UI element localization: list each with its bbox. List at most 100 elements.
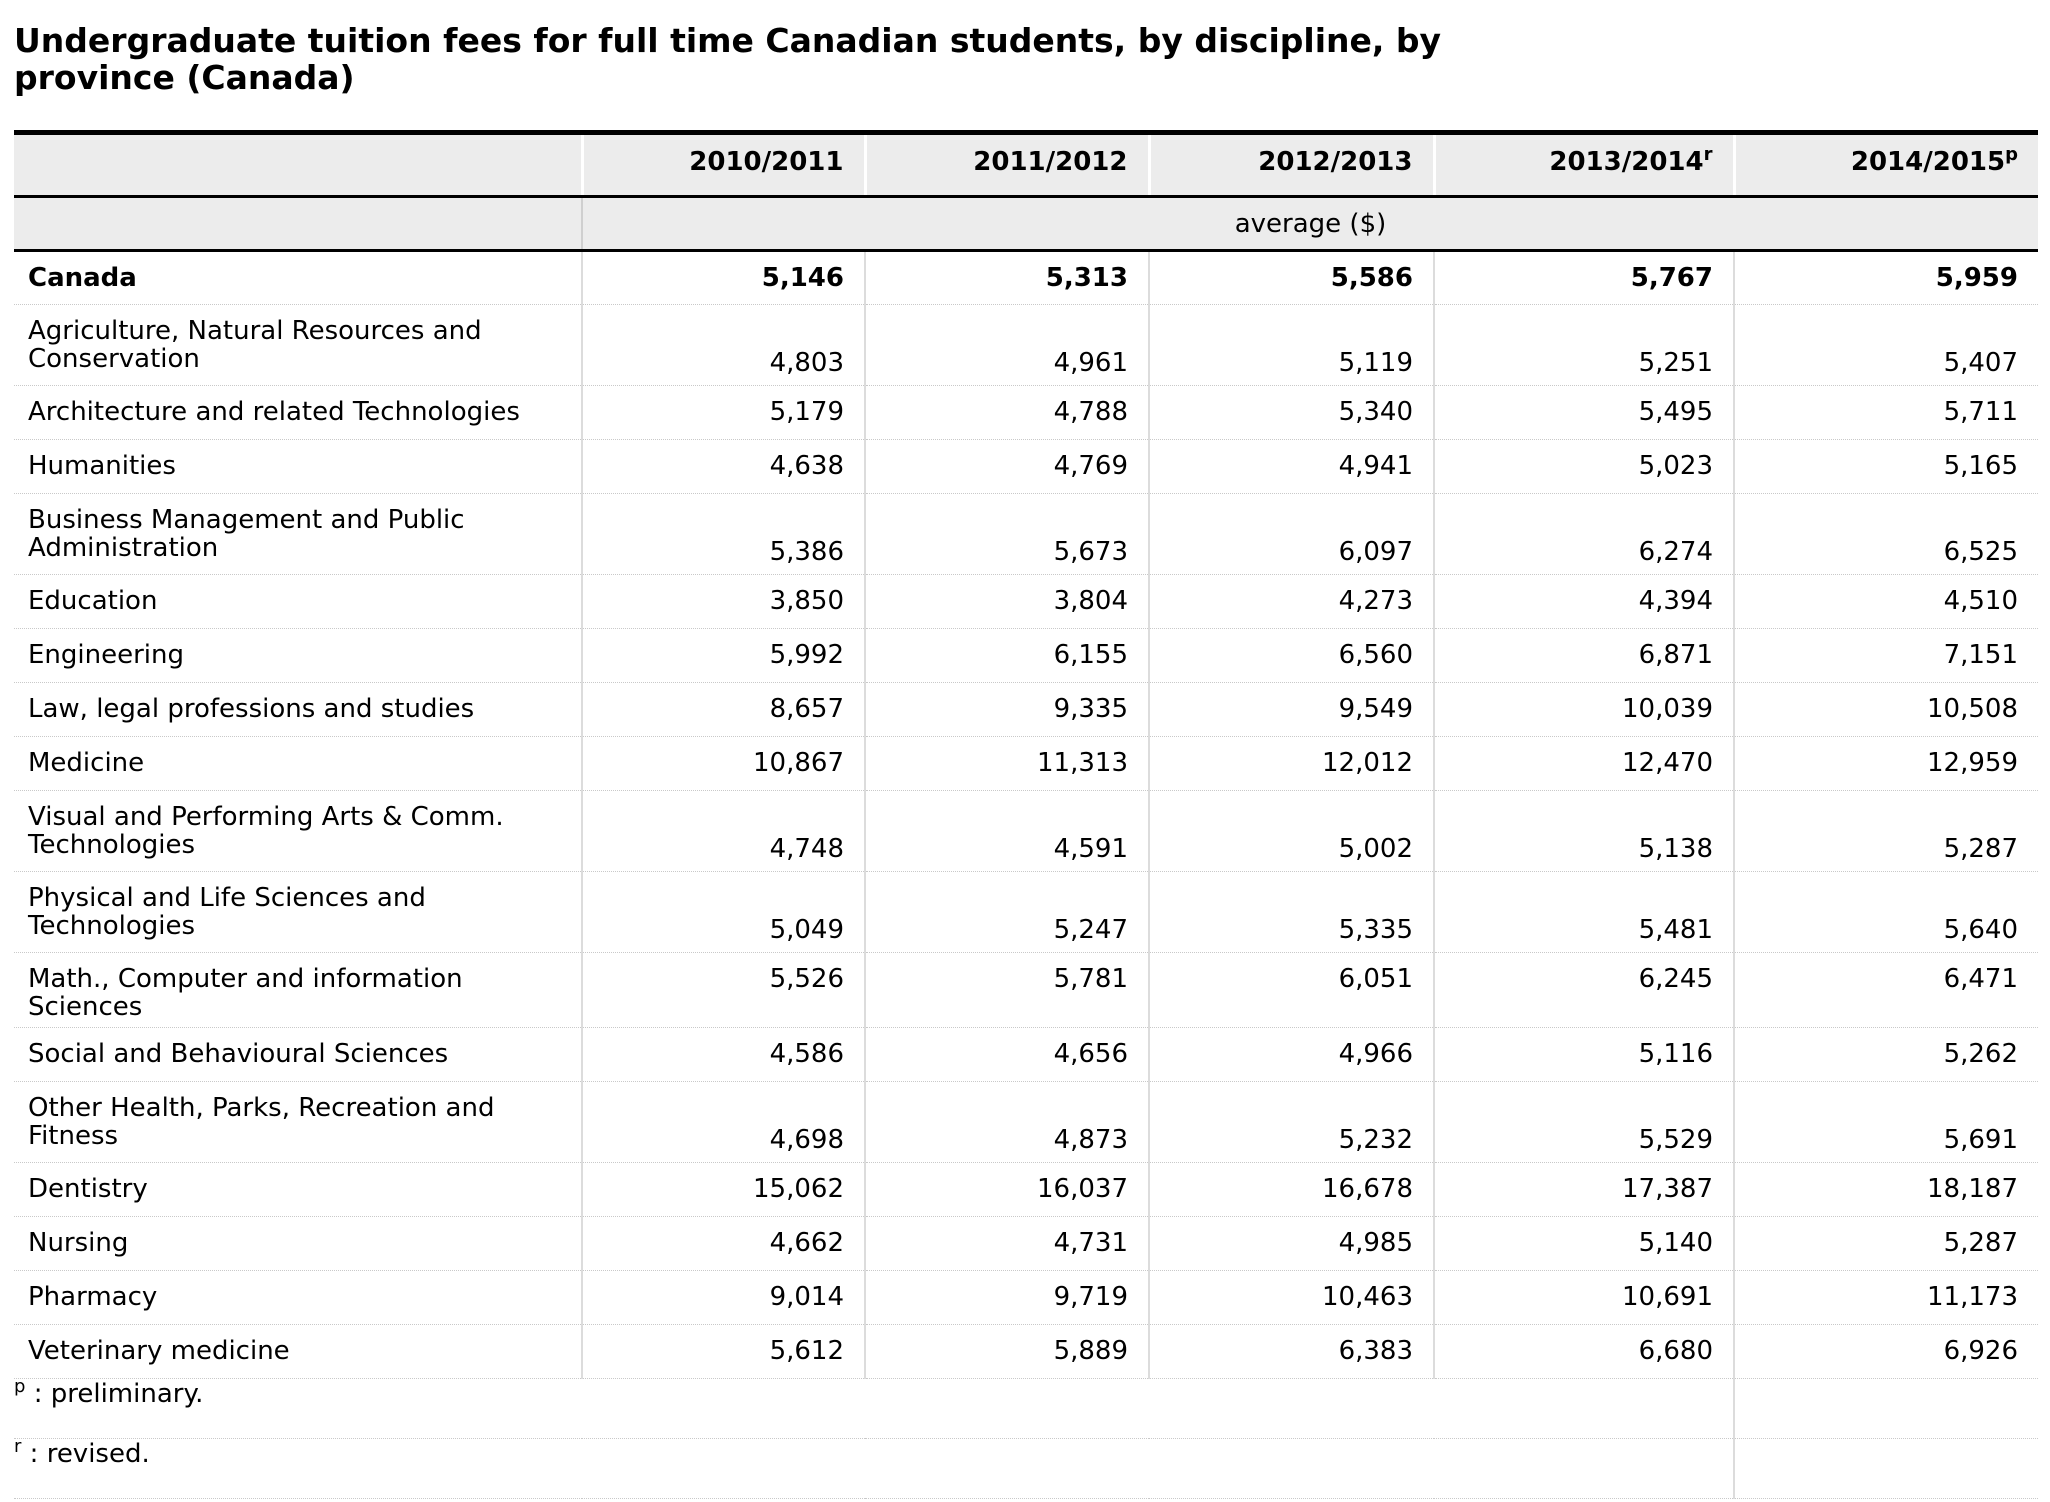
row-label: Visual and Performing Arts & Comm. Techn…: [14, 790, 582, 872]
table-cell: 4,638: [581, 439, 865, 494]
row-label: Other Health, Parks, Recreation and Fitn…: [14, 1081, 582, 1163]
table-cell: 10,691: [1433, 1270, 1734, 1325]
table-cell: 5,889: [864, 1324, 1149, 1379]
table-cell: 6,926: [1733, 1324, 2038, 1379]
year-header-row: 2010/2011 2011/2012 2012/2013 2013/2014r…: [14, 130, 2038, 198]
row-label: Architecture and related Technologies: [14, 385, 582, 440]
table-row: Humanities 4,638 4,769 4,941 5,023 5,165: [14, 439, 2038, 494]
footnote: p : preliminary.: [14, 1376, 1734, 1439]
page-title: Undergraduate tuition fees for full time…: [14, 21, 1442, 97]
table-cell: 11,173: [1733, 1270, 2038, 1325]
row-label: Education: [14, 574, 582, 629]
table-cell: 10,867: [581, 736, 865, 791]
tuition-table: 2010/2011 2011/2012 2012/2013 2013/2014r…: [14, 130, 2038, 1499]
table-cell: 6,051: [1148, 952, 1434, 1028]
table-cell: 4,748: [581, 790, 865, 872]
table-cell: 6,097: [1148, 493, 1434, 575]
table-cell: 5,691: [1733, 1081, 2038, 1163]
table-cell: 5,711: [1733, 385, 2038, 440]
table-cell: 5,138: [1433, 790, 1734, 872]
footnote-marker: p: [14, 1376, 26, 1397]
unit-header-blank: [14, 196, 582, 252]
table-cell: 5,049: [581, 871, 865, 953]
table-cell: 9,014: [581, 1270, 865, 1325]
table-cell: 5,673: [864, 493, 1149, 575]
table-cell: 4,698: [581, 1081, 865, 1163]
table-cell: 9,335: [864, 682, 1149, 737]
column-header: 2012/2013: [1147, 130, 1434, 198]
table-cell: 5,146: [581, 250, 865, 305]
table-row: Other Health, Parks, Recreation and Fitn…: [14, 1081, 2038, 1163]
table-cell: 5,247: [864, 871, 1149, 953]
table-cell: 5,781: [864, 952, 1149, 1028]
table-cell: 4,966: [1148, 1027, 1434, 1082]
table-row: Veterinary medicine 5,612 5,889 6,383 6,680 6…: [14, 1324, 2038, 1379]
table-row: Social and Behavioural Sciences 4,586 4,65…: [14, 1027, 2038, 1082]
table-cell: 5,116: [1433, 1027, 1734, 1082]
table-cell: 5,767: [1433, 250, 1734, 305]
table-cell: 5,251: [1433, 304, 1734, 386]
table-cell: 4,586: [581, 1027, 865, 1082]
table-cell: 6,383: [1148, 1324, 1434, 1379]
table-cell: 5,179: [581, 385, 865, 440]
table-cell: 5,992: [581, 628, 865, 683]
column-header: 2010/2011: [580, 130, 865, 198]
footnotes: p : preliminary. r : revised.: [14, 1376, 2038, 1499]
table-cell: 3,804: [864, 574, 1149, 629]
table-row: Engineering 5,992 6,155 6,560 6,871 7,151: [14, 628, 2038, 683]
table-cell: 4,656: [864, 1027, 1149, 1082]
row-label: Math., Computer and information Sciences: [14, 952, 582, 1028]
table-cell: 5,335: [1148, 871, 1434, 953]
column-header-year: 2010/2011: [689, 147, 844, 177]
column-header-year: 2011/2012: [973, 147, 1128, 177]
table-row: Dentistry 15,062 16,037 16,678 17,387 18,187: [14, 1162, 2038, 1217]
column-header-marker: p: [2005, 144, 2018, 165]
table-cell: 16,678: [1148, 1162, 1434, 1217]
row-label: Medicine: [14, 736, 582, 791]
table-cell: 6,155: [864, 628, 1149, 683]
table-cell: 5,023: [1433, 439, 1734, 494]
row-label: Engineering: [14, 628, 582, 683]
table-cell: 12,012: [1148, 736, 1434, 791]
table-cell: 6,274: [1433, 493, 1734, 575]
table-cell: 10,463: [1148, 1270, 1434, 1325]
table-cell: 5,002: [1148, 790, 1434, 872]
table-cell: 4,273: [1148, 574, 1434, 629]
table-cell: 5,287: [1733, 790, 2038, 872]
table-row: Education 3,850 3,804 4,273 4,394 4,510: [14, 574, 2038, 629]
table-cell: 11,313: [864, 736, 1149, 791]
table-cell: 6,680: [1433, 1324, 1734, 1379]
footnote-text: : revised.: [21, 1439, 150, 1469]
table-row: Pharmacy 9,014 9,719 10,463 10,691 11,173: [14, 1270, 2038, 1325]
table-cell: 5,386: [581, 493, 865, 575]
table-cell: 5,119: [1148, 304, 1434, 386]
table-body: Canada 5,146 5,313 5,586 5,767 5,959 Agricultu…: [14, 250, 2038, 1379]
row-label: Agriculture, Natural Resources and Conse…: [14, 304, 582, 386]
unit-header-row: average ($): [14, 196, 2038, 252]
table-cell: 6,560: [1148, 628, 1434, 683]
table-cell: 6,471: [1733, 952, 2038, 1028]
footnote-blank-cell: [1733, 1378, 2038, 1439]
table-cell: 5,959: [1733, 250, 2038, 305]
row-label: Veterinary medicine: [14, 1324, 582, 1379]
table-cell: 5,481: [1433, 871, 1734, 953]
table-cell: 4,961: [864, 304, 1149, 386]
table-row: Architecture and related Technologies 5,1…: [14, 385, 2038, 440]
table-cell: 16,037: [864, 1162, 1149, 1217]
footnote-row: p : preliminary.: [14, 1376, 2038, 1439]
column-header-marker: r: [1703, 144, 1713, 165]
table-cell: 10,508: [1733, 682, 2038, 737]
footnote: r : revised.: [14, 1438, 1734, 1499]
table-cell: 5,262: [1733, 1027, 2038, 1082]
table-row: Visual and Performing Arts & Comm. Techn…: [14, 790, 2038, 872]
table-cell: 4,873: [864, 1081, 1149, 1163]
table-cell: 4,510: [1733, 574, 2038, 629]
row-label: Law, legal professions and studies: [14, 682, 582, 737]
table-cell: 9,549: [1148, 682, 1434, 737]
table-row: Law, legal professions and studies 8,657 9…: [14, 682, 2038, 737]
table-cell: 3,850: [581, 574, 865, 629]
table-cell: 5,313: [864, 250, 1149, 305]
column-header: 2013/2014r: [1432, 130, 1734, 198]
row-label: Social and Behavioural Sciences: [14, 1027, 582, 1082]
table-cell: 9,719: [864, 1270, 1149, 1325]
